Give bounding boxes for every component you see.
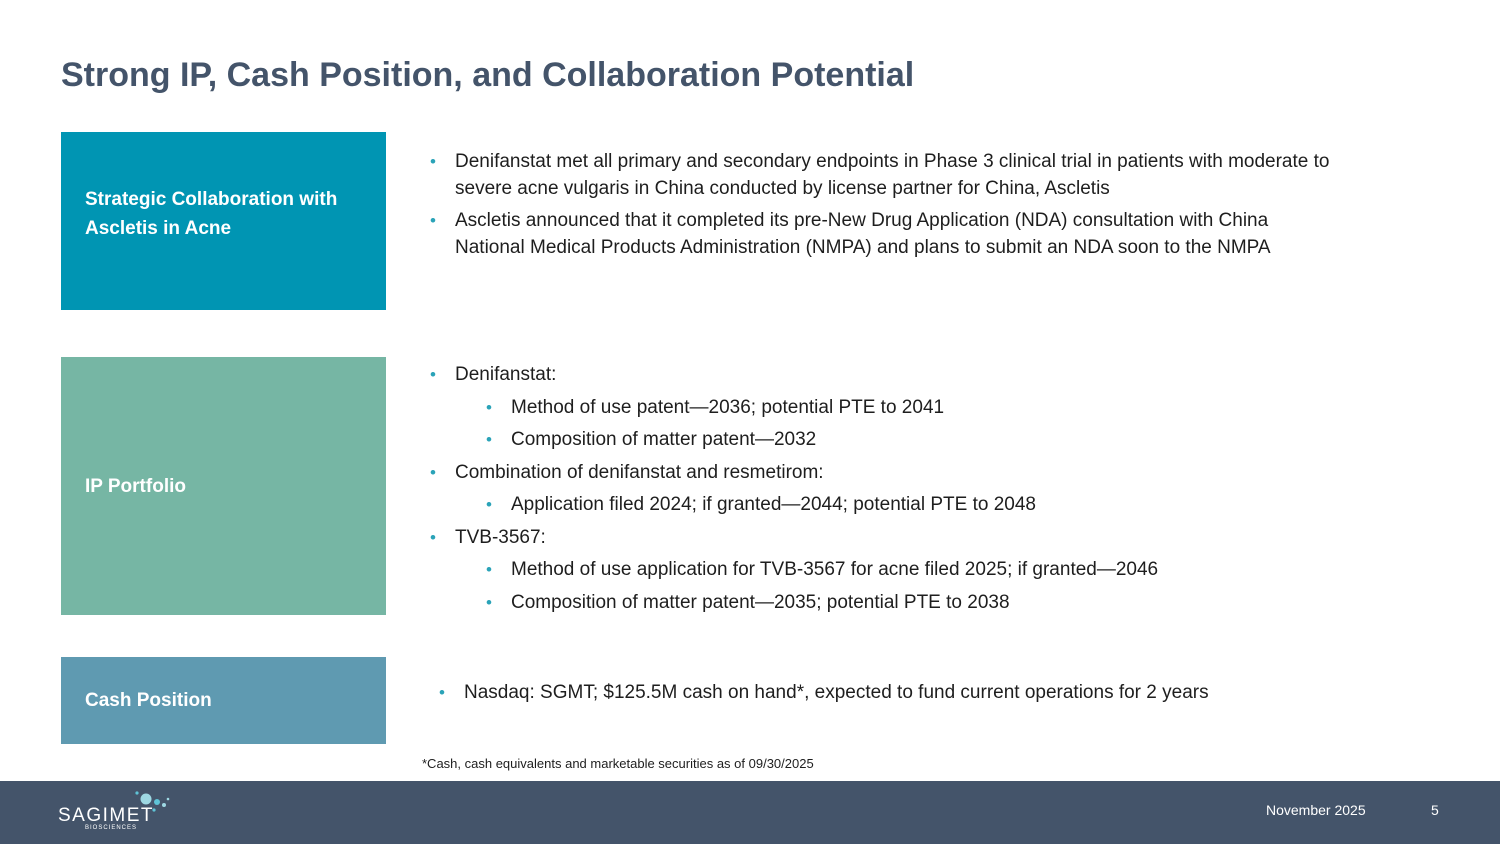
- bullet-item: Ascletis announced that it completed its…: [426, 208, 1336, 261]
- collaboration-bullets: Denifanstat met all primary and secondar…: [426, 149, 1336, 267]
- bullet-item: Nasdaq: SGMT; $125.5M cash on hand*, exp…: [435, 680, 1335, 707]
- ip-label-box: IP Portfolio: [61, 357, 386, 615]
- footnote: *Cash, cash equivalents and marketable s…: [422, 756, 814, 771]
- footer-date: November 2025: [1266, 802, 1366, 818]
- sagimet-logo: SAGIMET BIOSCIENCES: [58, 790, 178, 834]
- bullet-item: Denifanstat:: [426, 362, 1326, 389]
- bullet-item: Denifanstat met all primary and secondar…: [426, 149, 1336, 202]
- sub-bullet-item: Application filed 2024; if granted—2044;…: [426, 492, 1326, 519]
- sub-bullet-item: Composition of matter patent—2035; poten…: [426, 590, 1326, 617]
- logo-subtext: BIOSCIENCES: [85, 825, 138, 831]
- collaboration-label-box: Strategic Collaboration with Ascletis in…: [61, 132, 386, 310]
- cash-label: Cash Position: [85, 690, 212, 711]
- slide-title: Strong IP, Cash Position, and Collaborat…: [61, 56, 915, 94]
- bullet-item: Combination of denifanstat and resmetiro…: [426, 460, 1326, 487]
- cash-label-box: Cash Position: [61, 657, 386, 744]
- logo-dots-icon: [135, 791, 170, 812]
- ip-bullets: Denifanstat: Method of use patent—2036; …: [426, 362, 1326, 622]
- bullet-item: TVB-3567:: [426, 525, 1326, 552]
- collaboration-label: Strategic Collaboration with Ascletis in…: [85, 188, 338, 239]
- sub-bullet-item: Method of use patent—2036; potential PTE…: [426, 395, 1326, 422]
- footer-bar: [0, 781, 1500, 844]
- sub-bullet-item: Composition of matter patent—2032: [426, 427, 1326, 454]
- logo-text: SAGIMET: [58, 805, 155, 826]
- page-number: 5: [1431, 802, 1439, 818]
- ip-label: IP Portfolio: [85, 475, 186, 497]
- cash-bullets: Nasdaq: SGMT; $125.5M cash on hand*, exp…: [435, 680, 1335, 707]
- sub-bullet-item: Method of use application for TVB-3567 f…: [426, 557, 1326, 584]
